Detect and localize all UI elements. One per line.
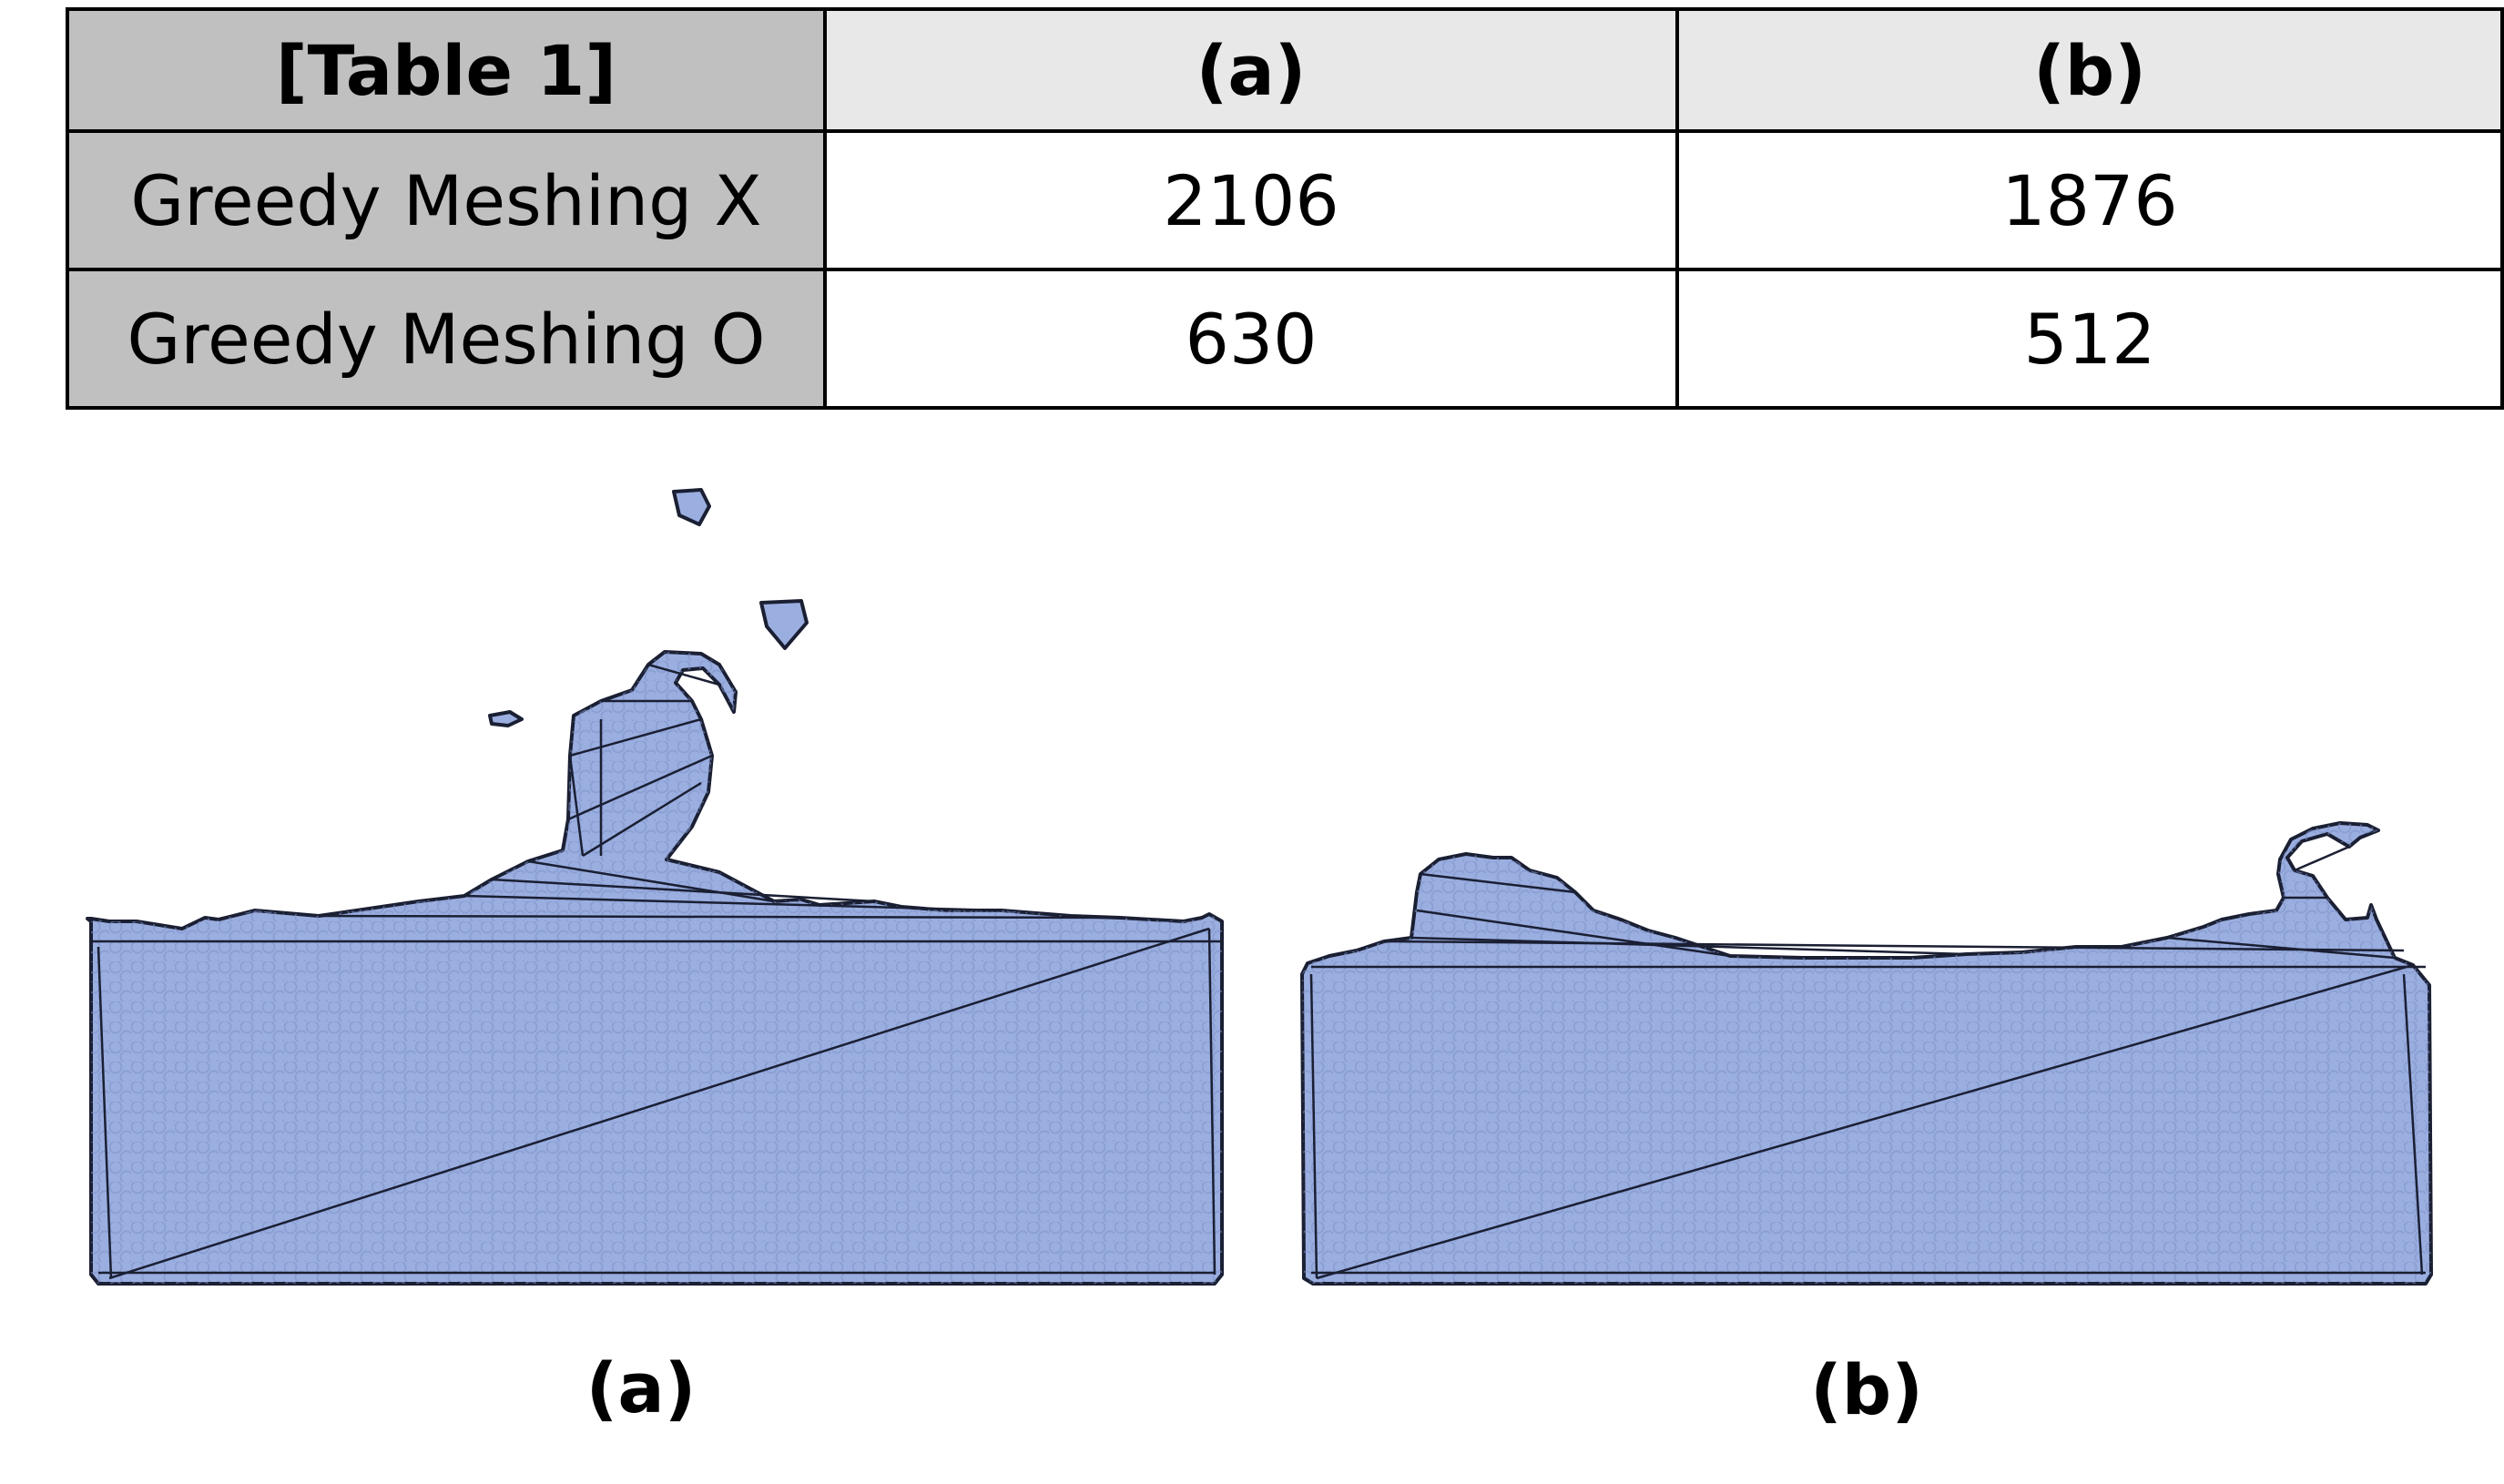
droplet <box>759 599 809 650</box>
droplet <box>488 710 524 727</box>
mesh-edge <box>568 755 585 857</box>
mesh-edge <box>527 859 775 903</box>
comparison-table: [Table 1] (a) (b) Greedy Meshing X 2106 … <box>66 7 2504 410</box>
row-label-greedy-o: Greedy Meshing O <box>66 268 827 410</box>
mesh-edge <box>647 663 720 686</box>
droplet <box>672 488 711 526</box>
mesh-edge <box>491 878 875 903</box>
panel-caption-a: (a) <box>585 1347 697 1428</box>
mesh-edge <box>567 754 713 821</box>
mesh-edge <box>1410 936 1968 956</box>
cell-greedy-o-b: 512 <box>1675 268 2504 410</box>
mesh-edge <box>1207 928 1216 1276</box>
mesh-edge <box>318 914 1121 920</box>
fluid-body-b <box>1300 821 2433 1286</box>
mesh-edge <box>463 894 1003 912</box>
mesh-edge <box>1309 973 1318 1279</box>
mesh-edge <box>1316 963 2414 1280</box>
mesh-edge <box>1383 940 2405 952</box>
mesh-edge <box>2402 973 2424 1276</box>
table-title-cell: [Table 1] <box>66 7 827 133</box>
mesh-edge <box>569 717 702 757</box>
row-label-greedy-x: Greedy Meshing X <box>66 129 827 271</box>
cell-greedy-o-a: 630 <box>823 268 1679 410</box>
fluid-body-a <box>86 650 1224 1286</box>
mesh-edge <box>1416 909 1731 958</box>
column-header-a: (a) <box>823 7 1679 133</box>
cell-greedy-x-b: 1876 <box>1675 129 2504 271</box>
mesh-edge <box>2294 845 2350 872</box>
mesh-edge <box>1420 872 1576 894</box>
cell-greedy-x-a: 2106 <box>823 129 1679 271</box>
mesh-edge <box>97 946 113 1279</box>
panel-caption-b: (b) <box>1810 1349 1923 1430</box>
table-row: Greedy Meshing O 630 512 <box>66 268 2504 410</box>
column-header-b: (b) <box>1675 7 2504 133</box>
mesh-edge <box>582 781 702 858</box>
mesh-edge <box>2166 936 2396 960</box>
table-row: Greedy Meshing X 2106 1876 <box>66 129 2504 271</box>
table-header-row: [Table 1] (a) (b) <box>66 7 2504 133</box>
mesh-edge <box>108 927 1210 1280</box>
